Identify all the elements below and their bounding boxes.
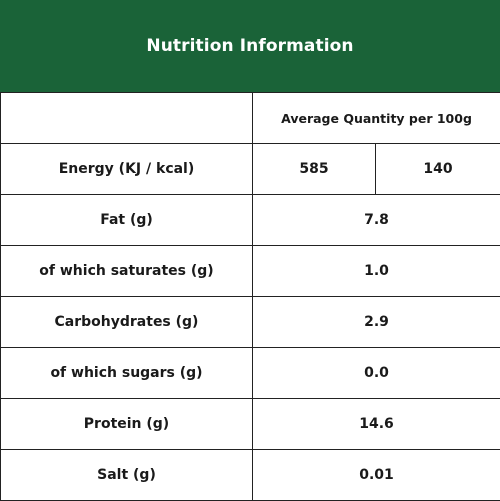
page-title: Nutrition Information [146,36,353,56]
row-value: 7.8 [253,195,500,246]
table-row: Fat (g) 7.8 [1,195,500,246]
header-empty-cell [1,93,253,144]
table-row: of which saturates (g) 1.0 [1,246,500,297]
table-row-energy: Energy (KJ / kcal) 585 140 [1,144,500,195]
row-label: Carbohydrates (g) [1,297,253,348]
table-row: of which sugars (g) 0.0 [1,348,500,399]
row-label: Energy (KJ / kcal) [1,144,253,195]
energy-kj-value: 585 [253,144,376,195]
table-row: Protein (g) 14.6 [1,399,500,450]
header-banner: Nutrition Information [0,0,500,92]
row-label: of which saturates (g) [1,246,253,297]
row-value: 1.0 [253,246,500,297]
nutrition-table: Average Quantity per 100g Energy (KJ / k… [0,92,500,501]
row-value: 0.0 [253,348,500,399]
column-header: Average Quantity per 100g [253,93,500,144]
table-row: Salt (g) 0.01 [1,450,500,501]
row-label: Protein (g) [1,399,253,450]
row-label: Fat (g) [1,195,253,246]
row-value: 0.01 [253,450,500,501]
table-row: Carbohydrates (g) 2.9 [1,297,500,348]
table-header-row: Average Quantity per 100g [1,93,500,144]
row-label: Salt (g) [1,450,253,501]
row-value: 2.9 [253,297,500,348]
row-value: 14.6 [253,399,500,450]
energy-kcal-value: 140 [376,144,500,195]
row-label: of which sugars (g) [1,348,253,399]
